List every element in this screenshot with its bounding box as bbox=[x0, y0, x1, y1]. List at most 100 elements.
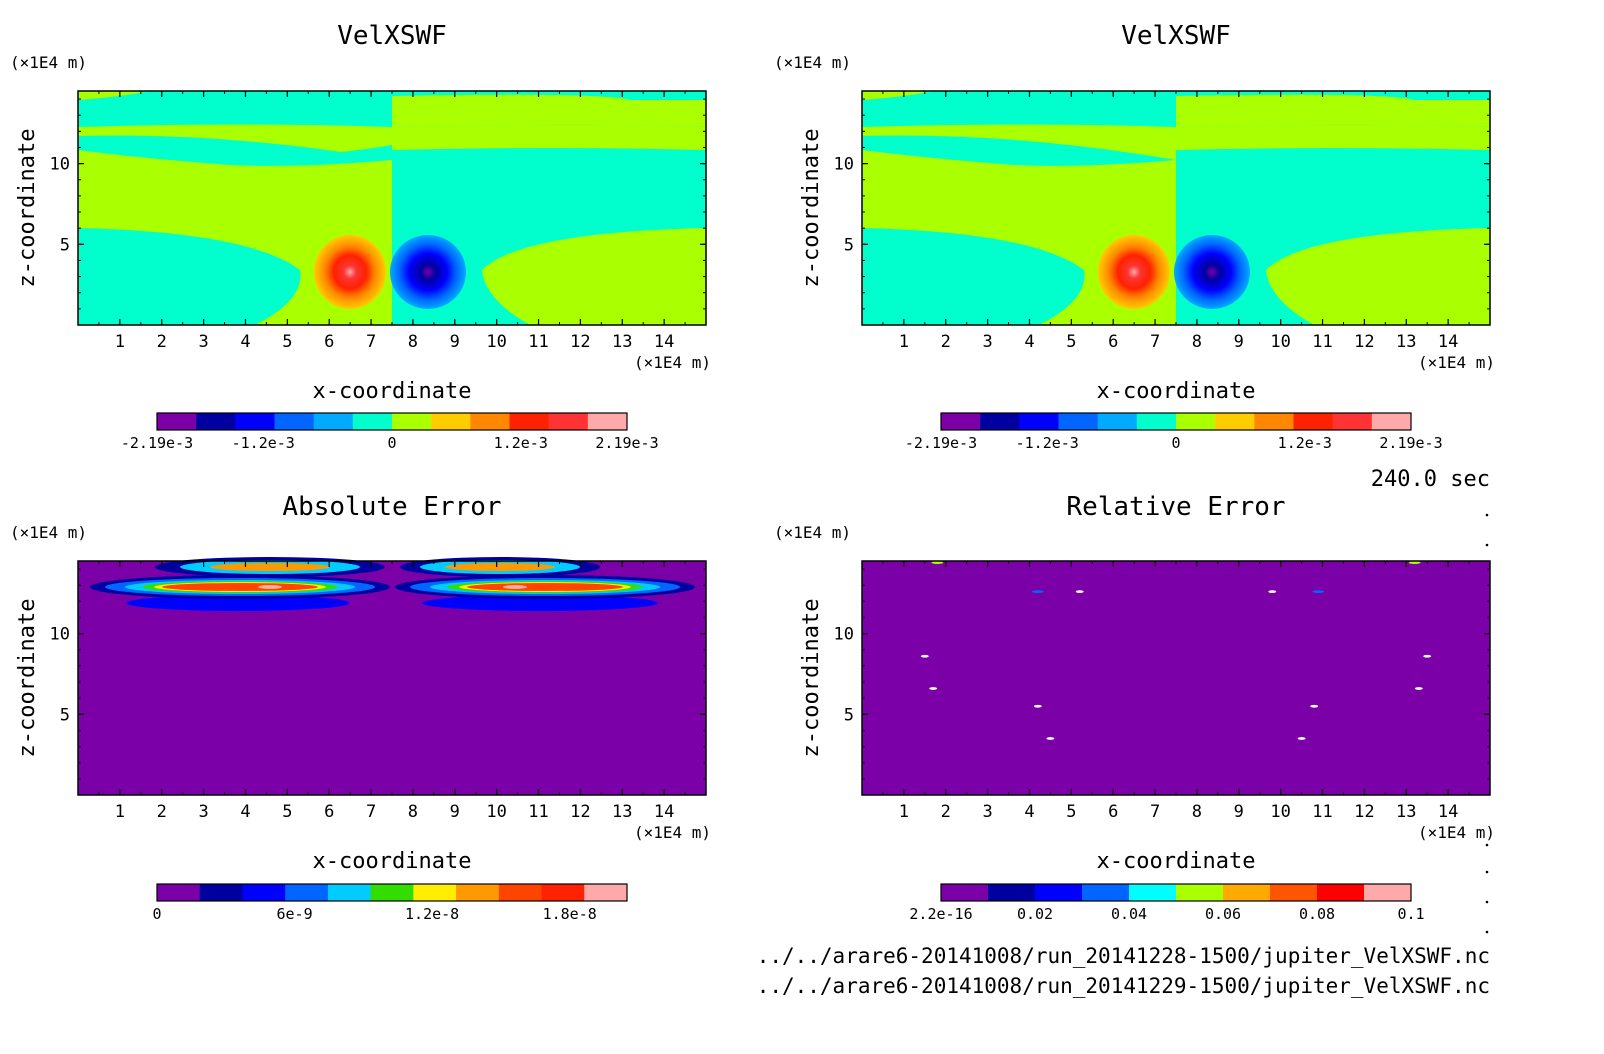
x-unit-label: (×1E4 m) bbox=[1418, 823, 1495, 842]
colorbar: 0 6e-9 1.2e-8 1.8e-8 bbox=[152, 883, 628, 923]
error-band bbox=[422, 595, 658, 611]
colorbar-tick-label: 0 bbox=[387, 434, 396, 452]
plot-area bbox=[861, 90, 1491, 326]
error-specks bbox=[920, 561, 1432, 740]
y-axis: 5 10 bbox=[50, 98, 706, 310]
colorbar-tick-label: 1.8e-8 bbox=[543, 905, 597, 923]
positive-vortex bbox=[1098, 235, 1170, 309]
colorbar-swatch bbox=[392, 413, 432, 430]
x-axis-title: x-coordinate bbox=[1097, 379, 1256, 404]
x-tick-label: 14 bbox=[654, 332, 674, 352]
colorbar-swatch bbox=[1136, 413, 1177, 430]
colorbar-frame bbox=[156, 883, 628, 902]
colorbar-tick-label: 0.06 bbox=[1205, 905, 1241, 923]
error-speck bbox=[1033, 704, 1042, 708]
x-axis: 1 2 3 4 5 6 7 8 9 10 11 12 13 14 bbox=[882, 561, 1470, 822]
colorbar: 2.2e-16 0.02 0.04 0.06 0.08 0.1 bbox=[909, 883, 1425, 923]
y-tick-label: 5 bbox=[60, 705, 70, 725]
contour-band bbox=[862, 91, 934, 100]
positive-vortex bbox=[314, 235, 386, 309]
x-tick-label: 2 bbox=[157, 332, 167, 352]
colorbar-swatch bbox=[1371, 413, 1412, 430]
x-axis-title: x-coordinate bbox=[313, 379, 472, 404]
x-tick-label: 11 bbox=[1312, 332, 1332, 352]
x-tick-label: 13 bbox=[612, 802, 632, 822]
contour-band bbox=[78, 228, 301, 325]
panel-title: VelXSWF bbox=[1121, 21, 1231, 51]
colorbar-tick-label: 0 bbox=[1171, 434, 1180, 452]
colorbar-tick-label: 0.08 bbox=[1299, 905, 1335, 923]
contour-band bbox=[392, 91, 706, 100]
x-tick-label: 2 bbox=[157, 802, 167, 822]
colorbar-swatch bbox=[1364, 884, 1412, 901]
colorbar-swatch bbox=[235, 413, 275, 430]
y-axis: 5 10 bbox=[50, 568, 706, 780]
colorbar-swatch bbox=[1176, 884, 1224, 901]
colorbar-frame bbox=[156, 412, 628, 431]
margin-dot bbox=[1485, 900, 1489, 904]
x-axis: 1 2 3 4 5 6 7 8 9 10 11 12 13 14 bbox=[882, 91, 1470, 352]
margin-dot bbox=[1485, 870, 1489, 874]
x-tick-label: 14 bbox=[1438, 332, 1458, 352]
colorbar-frame bbox=[940, 412, 1412, 431]
error-band bbox=[503, 585, 527, 589]
colorbar-swatch bbox=[157, 884, 201, 901]
colorbar-swatch bbox=[413, 884, 457, 901]
error-speck bbox=[1310, 704, 1319, 708]
colorbar-swatch bbox=[313, 413, 354, 430]
error-band bbox=[258, 585, 282, 589]
x-tick-label: 6 bbox=[324, 802, 334, 822]
field-background bbox=[862, 561, 1490, 795]
colorbar-swatch bbox=[327, 884, 372, 901]
colorbar-swatch bbox=[199, 884, 243, 901]
x-tick-label: 8 bbox=[1192, 332, 1202, 352]
x-tick-label: 6 bbox=[324, 332, 334, 352]
error-speck bbox=[1075, 590, 1084, 594]
colorbar-swatch bbox=[541, 884, 585, 901]
margin-dot bbox=[1485, 843, 1489, 847]
x-tick-label: 13 bbox=[1396, 802, 1416, 822]
x-tick-label: 2 bbox=[941, 802, 951, 822]
panel-bottom-left: Absolute Error (×1E4 m) bbox=[10, 492, 711, 923]
colorbar: -2.19e-3 -1.2e-3 0 1.2e-3 2.19e-3 bbox=[121, 412, 659, 452]
x-tick-label: 12 bbox=[570, 802, 590, 822]
error-band bbox=[162, 583, 318, 591]
y-unit-label: (×1E4 m) bbox=[10, 53, 87, 72]
panel-top-right: VelXSWF (×1E4 m) 1 2 3 4 5 6 7 8 9 10 11 12 13 14 510… bbox=[774, 21, 1495, 452]
x-tick-label: 8 bbox=[408, 332, 418, 352]
colorbar-swatch bbox=[1082, 884, 1130, 901]
contour-band bbox=[862, 228, 1085, 325]
colorbar-swatch bbox=[1215, 413, 1255, 430]
error-speck bbox=[920, 654, 929, 658]
x-tick-label: 5 bbox=[282, 332, 292, 352]
x-unit-label: (×1E4 m) bbox=[634, 353, 711, 372]
x-axis-title: x-coordinate bbox=[1097, 849, 1256, 874]
error-band bbox=[445, 563, 555, 571]
error-speck bbox=[1031, 590, 1044, 594]
x-tick-label: 4 bbox=[240, 332, 250, 352]
x-tick-label: 1 bbox=[115, 802, 125, 822]
contour-band bbox=[862, 91, 1176, 127]
contour-band bbox=[392, 124, 706, 150]
x-tick-label: 7 bbox=[1150, 332, 1160, 352]
x-tick-label: 13 bbox=[612, 332, 632, 352]
y-unit-label: (×1E4 m) bbox=[10, 523, 87, 542]
x-axis: 1 2 3 4 5 6 7 8 9 10 11 12 13 14 bbox=[98, 561, 686, 822]
x-tick-label: 3 bbox=[982, 332, 992, 352]
colorbar-swatch bbox=[1317, 884, 1365, 901]
x-tick-label: 12 bbox=[1354, 802, 1374, 822]
x-tick-label: 7 bbox=[1150, 802, 1160, 822]
colorbar-tick-label: -2.19e-3 bbox=[905, 434, 977, 452]
colorbar-swatch bbox=[352, 413, 393, 430]
colorbar-swatch bbox=[980, 413, 1020, 430]
x-axis: 1 2 3 4 5 6 7 8 9 10 11 12 13 14 bbox=[98, 91, 686, 352]
error-band bbox=[126, 595, 350, 611]
x-tick-label: 9 bbox=[1234, 332, 1244, 352]
x-tick-label: 9 bbox=[450, 802, 460, 822]
error-speck bbox=[929, 687, 938, 690]
negative-vortex bbox=[390, 235, 466, 309]
x-tick-label: 2 bbox=[941, 332, 951, 352]
x-tick-label: 8 bbox=[408, 802, 418, 822]
error-speck bbox=[1423, 654, 1432, 658]
